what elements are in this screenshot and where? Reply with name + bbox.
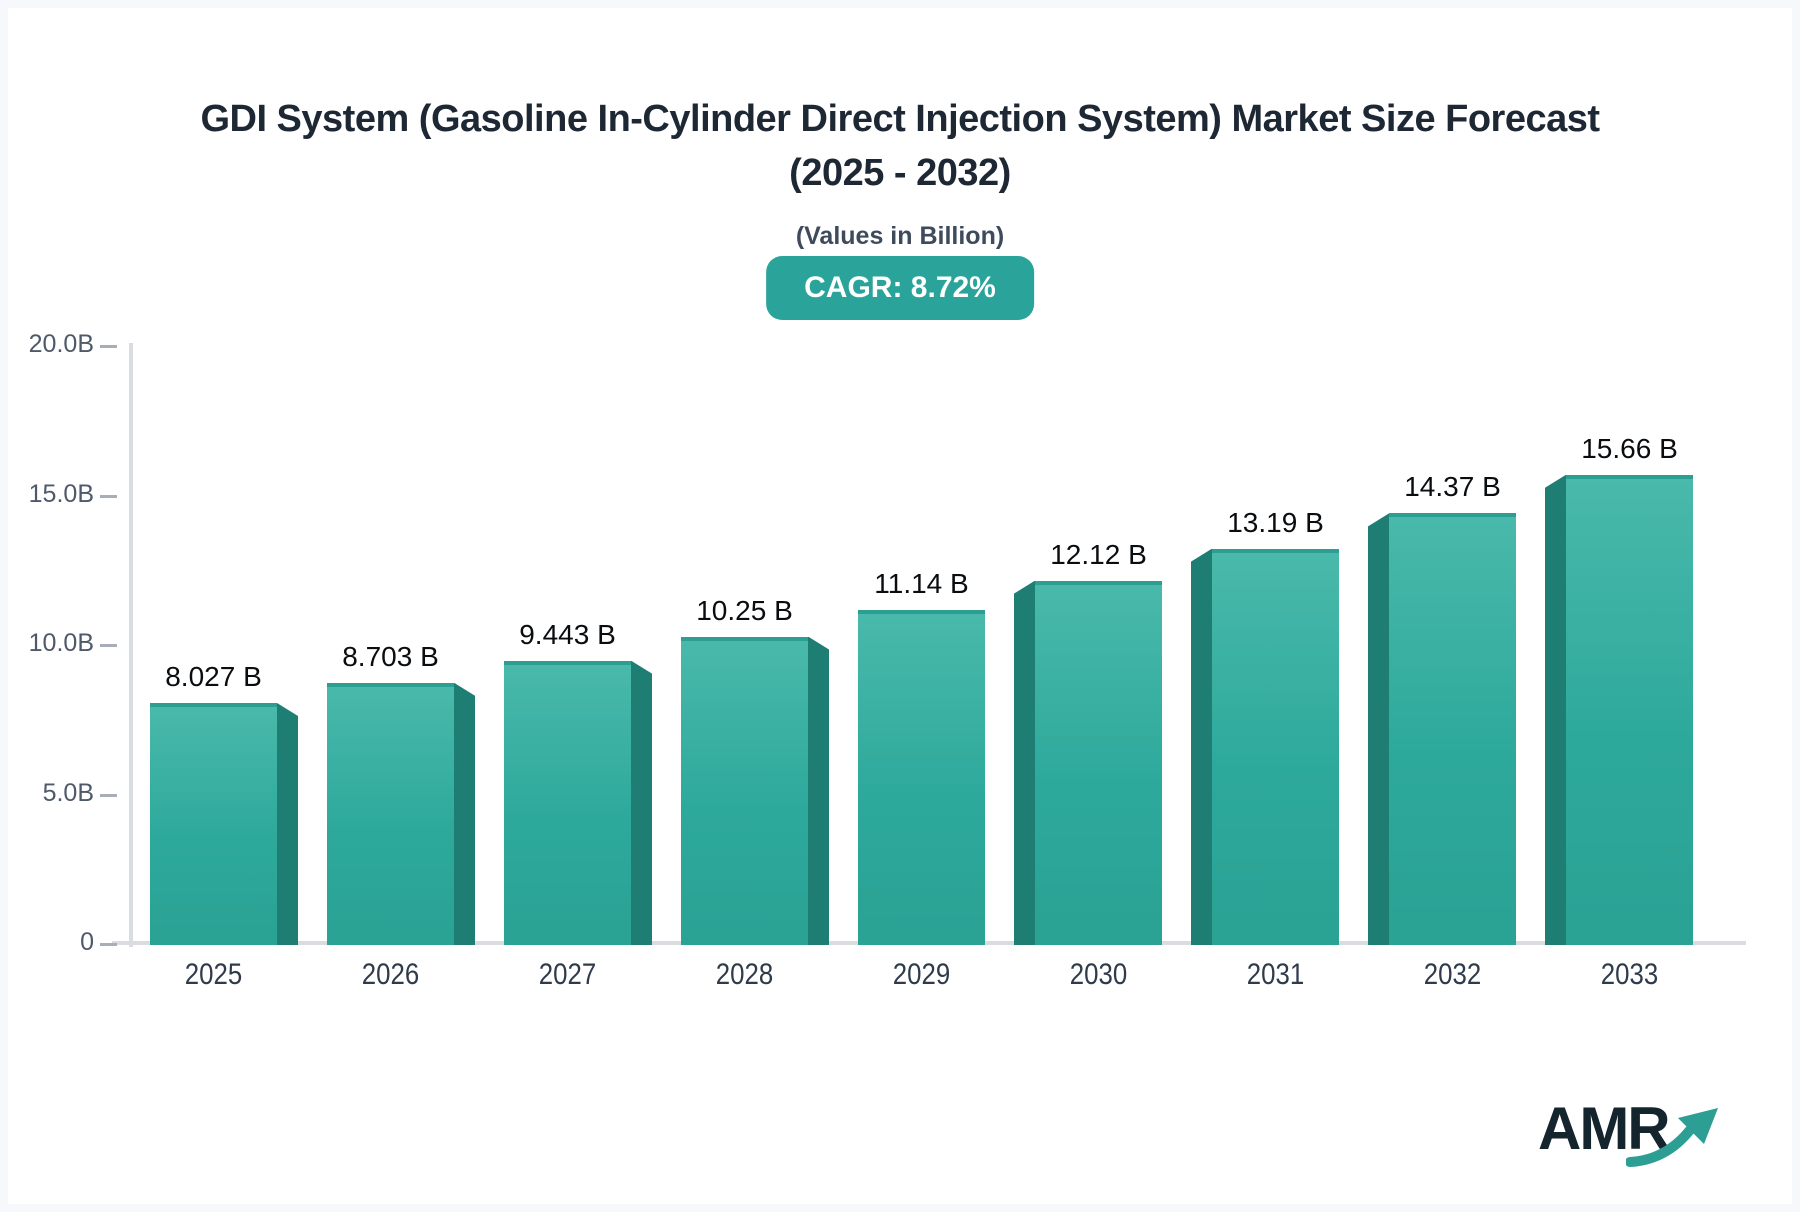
y-tick-mark bbox=[100, 644, 117, 647]
bar-value-label-2025: 8.027 B bbox=[165, 660, 262, 692]
bar-2028 bbox=[681, 636, 808, 945]
x-tick-label-2025: 2025 bbox=[184, 958, 243, 991]
bar-value-label-2027: 9.443 B bbox=[519, 618, 616, 650]
chart-card: GDI System (Gasoline In-Cylinder Direct … bbox=[8, 8, 1792, 1204]
x-tick-label-2026: 2026 bbox=[361, 958, 420, 991]
amr-logo-text: AMR bbox=[1538, 1095, 1671, 1162]
bar-2030-side bbox=[1014, 580, 1035, 945]
x-tick-label-2028: 2028 bbox=[715, 958, 774, 991]
bar-2030 bbox=[1035, 580, 1162, 945]
bar-2031 bbox=[1212, 548, 1339, 945]
y-tick-mark bbox=[100, 345, 117, 348]
bar-2025 bbox=[150, 702, 277, 945]
chart-title-line1: GDI System (Gasoline In-Cylinder Direct … bbox=[200, 98, 1600, 140]
cagr-badge: CAGR: 8.72% bbox=[766, 256, 1034, 320]
bar-value-label-2029: 11.14 B bbox=[874, 567, 969, 599]
y-tick-mark bbox=[100, 494, 117, 498]
bar-value-label-2030: 12.12 B bbox=[1050, 538, 1147, 570]
bar-value-label-2033: 15.66 B bbox=[1581, 432, 1678, 464]
y-tick-label: 0 bbox=[80, 928, 94, 956]
bar-2033-side bbox=[1545, 474, 1566, 945]
bar-value-label-2031: 13.19 B bbox=[1227, 506, 1324, 538]
bar-2027 bbox=[504, 660, 631, 945]
chart-title-line2: (2025 - 2032) bbox=[789, 152, 1011, 194]
bar-2028-side bbox=[808, 636, 829, 945]
bar-2026-side bbox=[454, 682, 475, 945]
bar-2027-side bbox=[631, 660, 652, 945]
amr-logo: AMR bbox=[1538, 1094, 1728, 1174]
bar-value-label-2032: 14.37 B bbox=[1404, 471, 1501, 503]
y-tick-label: 10.0B bbox=[28, 629, 94, 657]
bar-2029 bbox=[858, 609, 985, 945]
x-tick-label-2029: 2029 bbox=[892, 958, 951, 991]
y-tick-label: 15.0B bbox=[28, 479, 94, 508]
bar-2031-side bbox=[1191, 548, 1212, 945]
y-tick-mark bbox=[100, 793, 117, 797]
y-tick-label: 20.0B bbox=[28, 330, 94, 358]
bar-value-label-2028: 10.25 B bbox=[696, 594, 793, 626]
bar-2032 bbox=[1389, 513, 1516, 945]
x-tick-label-2031: 2031 bbox=[1246, 958, 1305, 991]
x-tick-label-2032: 2032 bbox=[1423, 958, 1482, 991]
x-tick-label-2030: 2030 bbox=[1069, 958, 1128, 991]
bar-value-label-2026: 8.703 B bbox=[342, 640, 439, 672]
bar-2032-side bbox=[1368, 513, 1389, 945]
growth-arrow-icon bbox=[1626, 1108, 1718, 1167]
chart-subtitle: (Values in Billion) bbox=[795, 222, 1005, 250]
bar-2026 bbox=[327, 682, 454, 945]
x-tick-label-2027: 2027 bbox=[538, 958, 597, 991]
bar-2025-side bbox=[277, 702, 298, 945]
y-axis-line bbox=[129, 343, 133, 947]
x-tick-label-2033: 2033 bbox=[1600, 958, 1659, 991]
bar-2033 bbox=[1566, 474, 1693, 945]
y-tick-mark bbox=[100, 943, 117, 946]
y-tick-label: 5.0B bbox=[42, 778, 94, 807]
